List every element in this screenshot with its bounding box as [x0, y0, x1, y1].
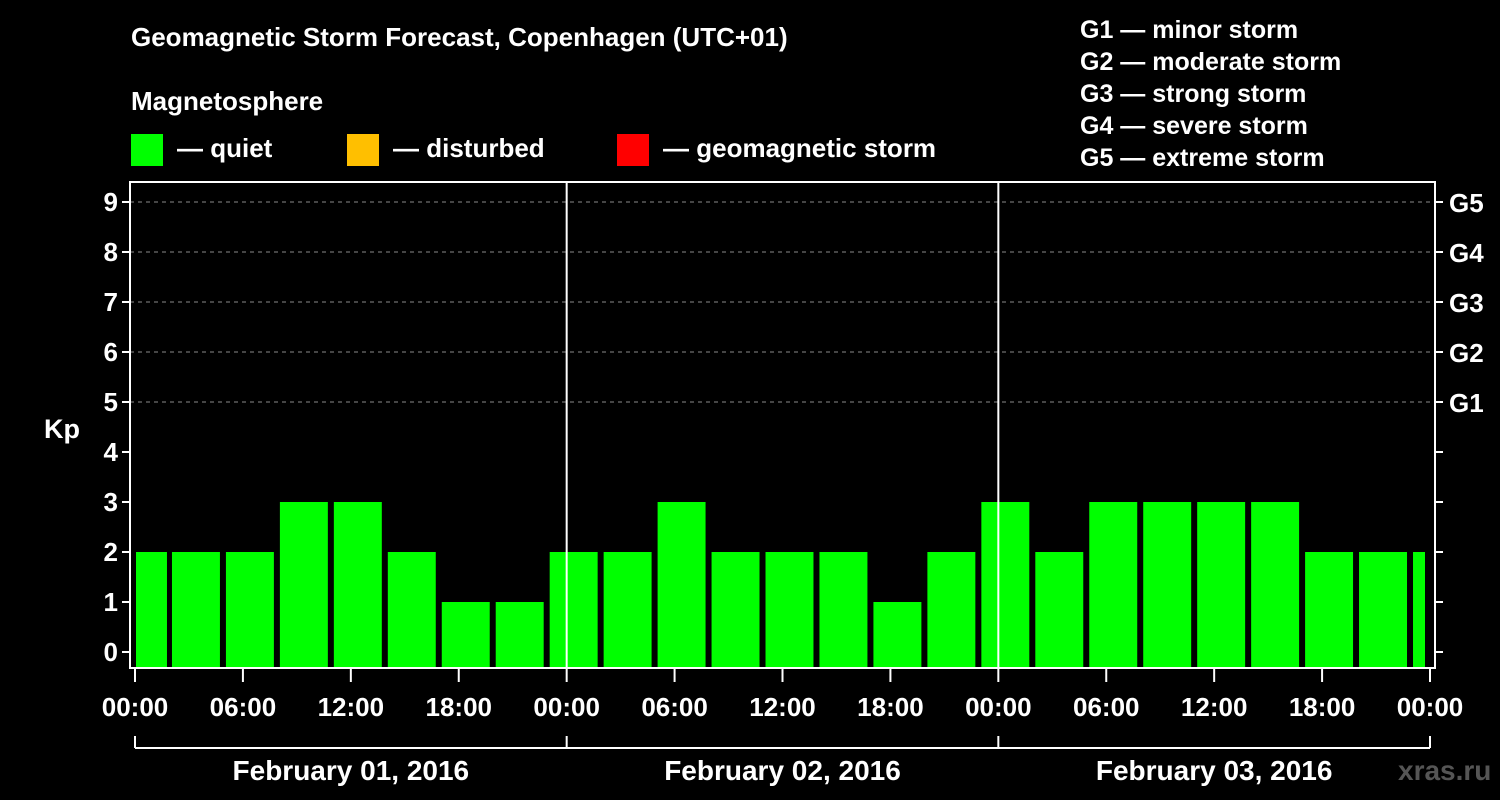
x-tick-label: 06:00	[210, 692, 277, 722]
kp-bar	[171, 552, 220, 668]
g-scale-label: G2	[1449, 338, 1484, 368]
watermark: xras.ru	[1398, 755, 1492, 786]
date-label: February 01, 2016	[233, 755, 470, 786]
g-scale-label: G1	[1449, 388, 1484, 418]
legend-quiet-swatch	[131, 134, 163, 166]
kp-bar	[387, 552, 436, 668]
y-tick-label: 7	[104, 287, 118, 317]
y-tick-label: 9	[104, 187, 118, 217]
kp-bar	[981, 502, 1030, 668]
y-tick-label: 2	[104, 537, 118, 567]
g-scale-label: G5	[1449, 188, 1484, 218]
legend-disturbed-swatch	[347, 134, 379, 166]
kp-bar	[136, 552, 167, 668]
g-scale-label: G3	[1449, 288, 1484, 318]
x-tick-label: 12:00	[749, 692, 816, 722]
kp-bar	[1035, 552, 1084, 668]
x-tick-label: 06:00	[1073, 692, 1140, 722]
x-tick-label: 00:00	[965, 692, 1032, 722]
date-label: February 03, 2016	[1096, 755, 1333, 786]
storm-scale-g4: G4 — severe storm	[1080, 112, 1308, 140]
chart-title: Geomagnetic Storm Forecast, Copenhagen (…	[131, 22, 788, 52]
y-tick-label: 8	[104, 237, 118, 267]
storm-scale-g5: G5 — extreme storm	[1080, 144, 1325, 172]
x-tick-label: 00:00	[102, 692, 169, 722]
x-tick-label: 12:00	[1181, 692, 1248, 722]
x-tick-label: 18:00	[1289, 692, 1356, 722]
kp-bar	[279, 502, 328, 668]
storm-scale-g3: G3 — strong storm	[1080, 80, 1307, 108]
magnetosphere-heading: Magnetosphere	[131, 86, 324, 116]
kp-bar	[441, 602, 490, 668]
x-tick-label: 00:00	[1397, 692, 1464, 722]
x-tick-label: 18:00	[857, 692, 924, 722]
kp-bar	[549, 552, 598, 668]
kp-bar	[1089, 502, 1138, 668]
kp-bar	[1143, 502, 1192, 668]
y-tick-label: 1	[104, 587, 118, 617]
kp-bar	[1251, 502, 1300, 668]
storm-scale-g2: G2 — moderate storm	[1080, 48, 1342, 76]
x-tick-label: 12:00	[318, 692, 385, 722]
kp-bar	[495, 602, 544, 668]
chart-axes: 0 1 2 3 4 5 6 7 8 9 G1 G2 G3 G4 G5 00:00 06:00 12:00 18:00…	[102, 181, 1484, 786]
x-tick-label: 00:00	[533, 692, 600, 722]
chart-grid	[130, 201, 1435, 403]
g-scale-label: G4	[1449, 238, 1484, 268]
kp-bar	[927, 552, 976, 668]
y-tick-label: 6	[104, 337, 118, 367]
kp-bar	[765, 552, 814, 668]
x-tick-label: 06:00	[641, 692, 708, 722]
legend-disturbed-label: — disturbed	[393, 133, 545, 163]
y-tick-label: 3	[104, 487, 118, 517]
chart-bars	[136, 502, 1425, 668]
kp-bar	[1197, 502, 1246, 668]
kp-bar	[1413, 552, 1425, 668]
kp-bar	[603, 552, 652, 668]
kp-bar	[873, 602, 922, 668]
legend-quiet-label: — quiet	[177, 133, 273, 163]
kp-bar	[1359, 552, 1408, 668]
storm-scale-legend: G1 — minor storm G2 — moderate storm G3 …	[1080, 14, 1341, 174]
y-tick-label: 0	[104, 637, 118, 667]
y-tick-label: 5	[104, 387, 118, 417]
date-label: February 02, 2016	[664, 755, 901, 786]
kp-bar	[225, 552, 274, 668]
kp-bar	[333, 502, 382, 668]
storm-scale-g1: G1 — minor storm	[1080, 16, 1299, 44]
kp-bar	[819, 552, 868, 668]
kp-bar	[711, 552, 760, 668]
y-tick-label: 4	[104, 437, 119, 467]
x-tick-label: 18:00	[426, 692, 493, 722]
legend-storm-swatch	[617, 134, 649, 166]
kp-bar	[657, 502, 706, 668]
kp-bar	[1305, 552, 1354, 668]
y-axis-label: Kp	[44, 414, 80, 444]
legend-storm-label: — geomagnetic storm	[663, 133, 937, 163]
